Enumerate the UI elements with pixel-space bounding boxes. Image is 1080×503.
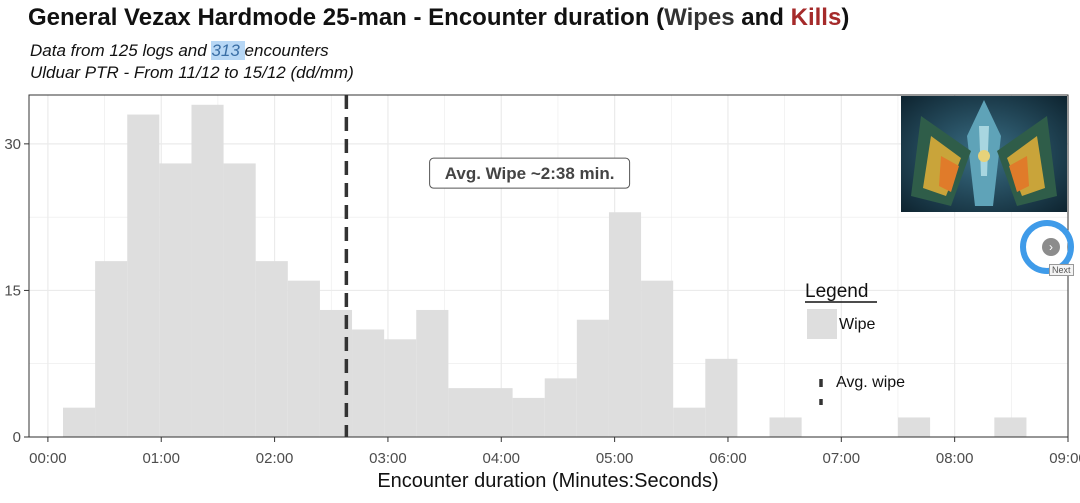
chart-subtitle-1: Data from 125 logs and 313 encounters bbox=[30, 41, 329, 61]
histogram-bar bbox=[448, 388, 481, 437]
next-tooltip: Next bbox=[1049, 264, 1074, 276]
x-tick-label: 01:00 bbox=[142, 450, 180, 467]
legend-layer: Legend Wipe Avg. wipe bbox=[805, 281, 905, 405]
x-tick-label: 07:00 bbox=[823, 450, 861, 467]
histogram-bar bbox=[352, 329, 385, 437]
annotation-box bbox=[429, 157, 631, 189]
ticks-layer: 00:00 01:00 02:00 03:00 04:00 05:00 06:00 07:00… bbox=[4, 136, 1080, 467]
histogram-bar bbox=[673, 407, 706, 437]
histogram-bar bbox=[608, 212, 642, 437]
x-tick-label: 03:00 bbox=[369, 450, 407, 467]
histogram-bar bbox=[223, 163, 256, 437]
title-main: General Vezax Hardmode 25-man - Encounte… bbox=[28, 4, 665, 31]
histogram-bar bbox=[319, 309, 353, 437]
histogram-bar bbox=[705, 358, 738, 437]
boss-portrait bbox=[901, 96, 1067, 212]
bars-layer bbox=[63, 104, 1027, 438]
legend-label: Wipe bbox=[839, 316, 876, 333]
y-tick-label: 0 bbox=[13, 429, 21, 446]
title-close: ) bbox=[841, 4, 850, 31]
histogram-bar bbox=[576, 319, 609, 437]
histogram-bar bbox=[191, 104, 224, 438]
subtitle-suffix: encounters bbox=[244, 41, 329, 60]
x-axis-label: Encounter duration (Minutes:Seconds) bbox=[377, 470, 718, 492]
title-and: and bbox=[734, 4, 791, 31]
histogram-bar bbox=[127, 114, 160, 438]
histogram-bar bbox=[512, 397, 545, 437]
legend-swatch-wipe bbox=[807, 309, 837, 339]
chevron-right-icon[interactable]: › bbox=[1042, 238, 1060, 256]
next-button[interactable]: › Next bbox=[1020, 220, 1074, 276]
chart-title: General Vezax Hardmode 25-man - Encounte… bbox=[28, 4, 849, 32]
histogram-bar bbox=[416, 309, 449, 437]
histogram-bar bbox=[159, 163, 192, 437]
subtitle-highlight: 313 bbox=[211, 41, 245, 60]
subtitle-prefix: Data from 125 logs and bbox=[30, 41, 212, 60]
annotation-label: Avg. Wipe ~2:38 min. bbox=[445, 164, 615, 183]
y-tick-label: 30 bbox=[4, 136, 21, 153]
histogram-bar bbox=[63, 407, 96, 437]
histogram-bar bbox=[287, 280, 320, 437]
histogram-bar bbox=[544, 378, 577, 437]
x-tick-label: 08:00 bbox=[936, 450, 974, 467]
x-tick-label: 00:00 bbox=[29, 450, 67, 467]
histogram-bar bbox=[255, 261, 288, 437]
histogram-bar bbox=[897, 417, 931, 437]
x-tick-label: 06:00 bbox=[709, 450, 747, 467]
x-tick-label: 02:00 bbox=[256, 450, 294, 467]
chart-subtitle-2: Ulduar PTR - From 11/12 to 15/12 (dd/mm) bbox=[30, 63, 354, 82]
legend-label: Avg. wipe bbox=[836, 374, 905, 391]
x-tick-label: 05:00 bbox=[596, 450, 634, 467]
title-wipes: Wipes bbox=[664, 4, 735, 31]
histogram-bar bbox=[994, 417, 1027, 437]
title-kills: Kills bbox=[790, 4, 842, 31]
y-tick-label: 15 bbox=[4, 282, 21, 299]
annotation-layer: Avg. Wipe ~2:38 min. bbox=[429, 157, 631, 189]
histogram-bar bbox=[480, 388, 513, 437]
x-tick-label: 04:00 bbox=[482, 450, 520, 467]
legend-title: Legend bbox=[805, 281, 868, 302]
histogram-bar bbox=[384, 339, 417, 437]
x-tick-label: 09:00 bbox=[1049, 450, 1080, 467]
histogram-bar bbox=[641, 280, 674, 437]
histogram-bar bbox=[769, 417, 802, 437]
histogram-bar bbox=[95, 261, 128, 437]
